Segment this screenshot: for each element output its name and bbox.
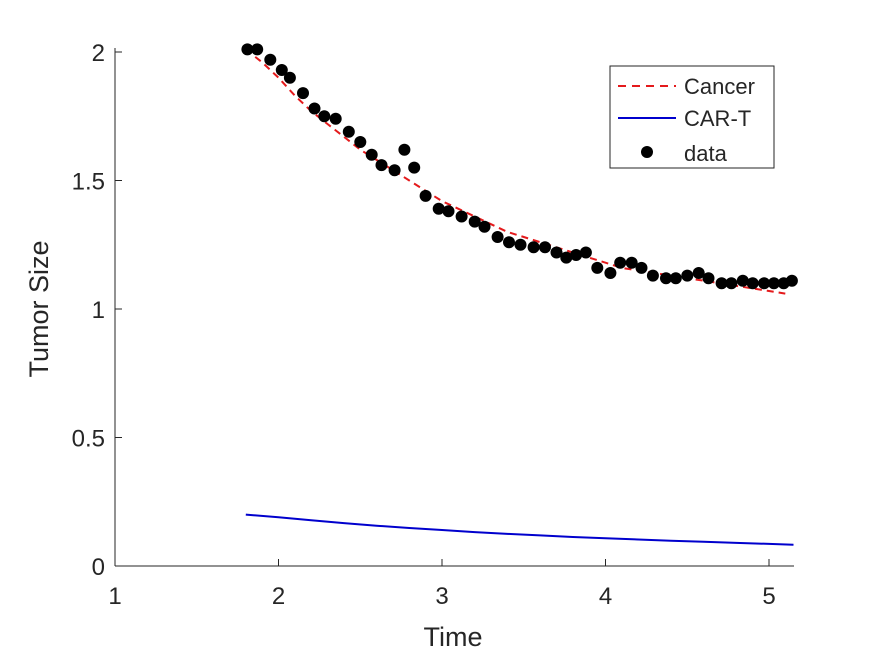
data-point xyxy=(375,159,388,172)
y-tick-label: 0 xyxy=(92,554,105,581)
data-point xyxy=(767,277,780,290)
y-tick-label: 0.5 xyxy=(72,426,105,453)
data-point xyxy=(758,277,771,290)
data-point xyxy=(491,231,504,243)
data-point xyxy=(725,277,738,290)
ticks: 1 2 3 4 5 0 0.5 1 1.5 2 xyxy=(72,40,776,610)
data-point xyxy=(570,249,583,261)
plot-points xyxy=(241,43,798,290)
legend-data-marker xyxy=(641,146,653,158)
data-point xyxy=(283,71,296,84)
legend-data-label: data xyxy=(684,141,728,166)
data-point xyxy=(669,272,682,285)
data-point xyxy=(432,202,445,215)
x-tick-label: 2 xyxy=(272,583,285,610)
data-point xyxy=(604,267,617,279)
plot-lines xyxy=(245,48,794,546)
data-point xyxy=(746,277,759,290)
data-point xyxy=(527,241,540,254)
x-tick-label: 1 xyxy=(108,583,121,610)
series-line-car-t xyxy=(245,513,794,546)
data-point xyxy=(635,261,648,274)
data-point xyxy=(329,112,342,125)
data-point xyxy=(736,274,749,287)
data-point xyxy=(275,64,288,76)
series-line-cancer xyxy=(245,48,786,295)
data-point xyxy=(560,251,573,264)
data-point xyxy=(398,143,411,156)
data-point xyxy=(468,215,481,228)
x-axis-label: Time xyxy=(424,622,483,652)
legend: Cancer CAR-T data xyxy=(609,65,775,169)
data-point xyxy=(614,256,627,269)
x-tick-label: 4 xyxy=(599,583,612,610)
y-tick-label: 2 xyxy=(92,40,105,67)
y-tick-label: 1.5 xyxy=(72,169,105,196)
data-point xyxy=(388,164,401,177)
data-point xyxy=(365,148,378,161)
data-point xyxy=(702,272,715,285)
data-point xyxy=(692,267,705,279)
axes xyxy=(114,48,794,567)
data-point xyxy=(785,274,798,287)
data-point xyxy=(591,261,604,274)
data-point xyxy=(478,220,491,233)
data-point xyxy=(342,125,355,138)
data-point xyxy=(264,53,277,66)
data-point xyxy=(646,269,659,282)
data-point xyxy=(442,205,455,218)
y-tick-label: 1 xyxy=(92,297,105,324)
data-point xyxy=(625,256,638,269)
data-point xyxy=(318,110,331,123)
data-point xyxy=(681,269,694,282)
data-point xyxy=(297,87,309,100)
y-axis-label: Tumor Size xyxy=(24,240,54,377)
data-point xyxy=(455,210,468,223)
x-tick-label: 3 xyxy=(435,583,448,610)
data-point xyxy=(241,43,254,56)
data-point xyxy=(354,136,367,148)
data-point xyxy=(503,236,515,249)
data-point xyxy=(308,102,321,115)
data-point xyxy=(419,189,432,202)
data-point xyxy=(715,277,728,290)
data-point xyxy=(579,246,592,259)
data-point xyxy=(660,272,672,285)
legend-cancer-label: Cancer xyxy=(684,74,755,99)
data-point xyxy=(251,43,264,56)
data-point xyxy=(514,238,527,251)
x-tick-label: 5 xyxy=(762,583,775,610)
legend-cart-label: CAR-T xyxy=(684,106,751,131)
data-point xyxy=(550,246,563,259)
data-point xyxy=(408,161,421,174)
data-point xyxy=(539,241,551,254)
